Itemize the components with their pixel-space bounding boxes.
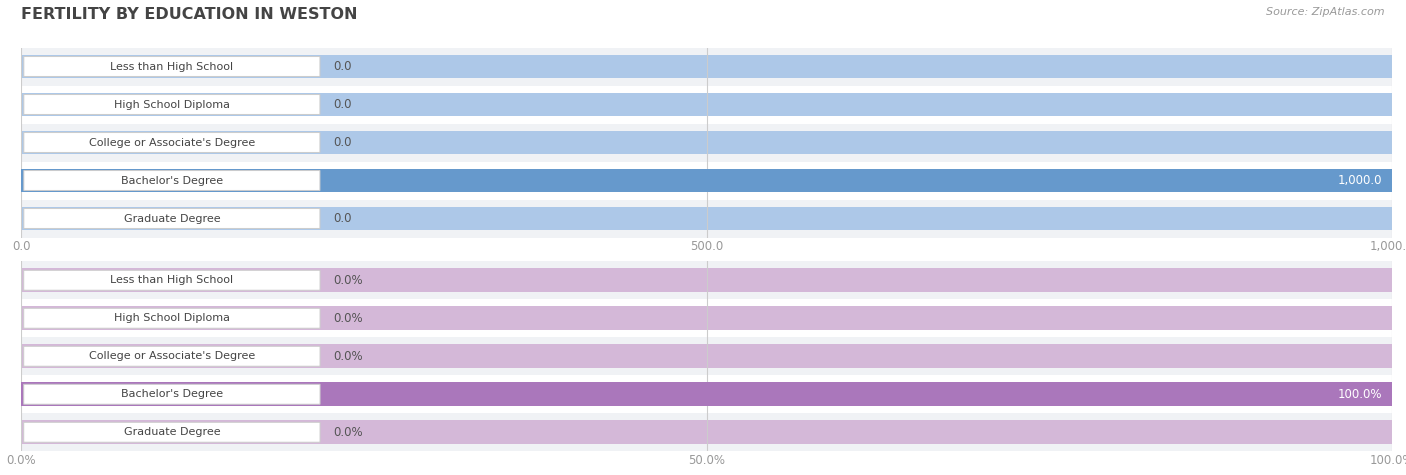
Bar [21,162,1392,199]
FancyBboxPatch shape [24,95,321,114]
Text: College or Associate's Degree: College or Associate's Degree [89,137,254,148]
FancyBboxPatch shape [24,308,321,328]
FancyBboxPatch shape [24,57,321,76]
FancyBboxPatch shape [24,133,321,152]
Text: 0.0%: 0.0% [333,426,363,439]
Text: Graduate Degree: Graduate Degree [124,213,221,224]
Text: Less than High School: Less than High School [110,275,233,285]
Text: 0.0: 0.0 [333,98,352,111]
Text: College or Associate's Degree: College or Associate's Degree [89,351,254,361]
FancyBboxPatch shape [24,209,321,228]
Bar [21,413,1392,451]
Bar [21,344,1392,368]
FancyBboxPatch shape [24,384,321,404]
Bar [21,207,1392,230]
Text: 0.0%: 0.0% [333,312,363,325]
Text: Source: ZipAtlas.com: Source: ZipAtlas.com [1267,7,1385,17]
Text: High School Diploma: High School Diploma [114,99,231,110]
FancyBboxPatch shape [24,270,321,290]
Bar [21,375,1392,413]
Bar [21,382,1392,406]
Text: 0.0%: 0.0% [333,274,363,287]
Bar [21,306,1392,330]
Text: Bachelor's Degree: Bachelor's Degree [121,389,224,399]
Text: Graduate Degree: Graduate Degree [124,427,221,437]
Text: High School Diploma: High School Diploma [114,313,231,323]
Bar [21,131,1392,154]
Text: 100.0%: 100.0% [1339,388,1382,401]
Bar [21,382,1392,406]
Bar [21,268,1392,292]
Bar [21,55,1392,78]
Bar [21,124,1392,162]
Bar [21,299,1392,337]
Text: 1,000.0: 1,000.0 [1339,174,1382,187]
Text: FERTILITY BY EDUCATION IN WESTON: FERTILITY BY EDUCATION IN WESTON [21,7,357,22]
Text: 0.0: 0.0 [333,212,352,225]
FancyBboxPatch shape [24,346,321,366]
Bar [21,261,1392,299]
Text: 0.0: 0.0 [333,136,352,149]
Text: 0.0: 0.0 [333,60,352,73]
FancyBboxPatch shape [24,422,321,442]
Bar [21,420,1392,444]
Bar [21,169,1392,192]
Bar [21,337,1392,375]
Text: 0.0%: 0.0% [333,350,363,363]
Bar [21,48,1392,86]
Bar [21,200,1392,238]
Text: Less than High School: Less than High School [110,61,233,72]
Bar [21,169,1392,192]
Bar [21,86,1392,124]
Bar [21,93,1392,116]
Text: Bachelor's Degree: Bachelor's Degree [121,175,224,186]
FancyBboxPatch shape [24,171,321,190]
